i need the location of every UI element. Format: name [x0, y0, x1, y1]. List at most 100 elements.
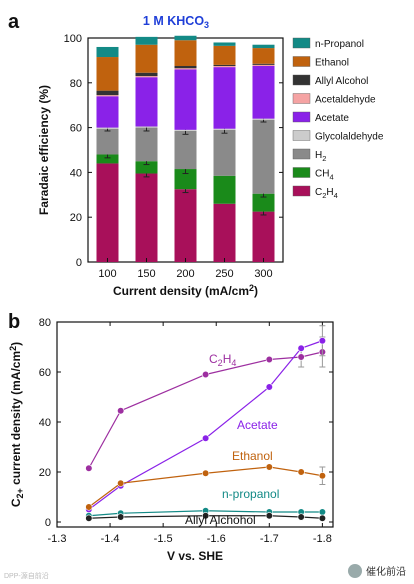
legend-swatch — [292, 167, 311, 178]
watermark-text: 催化前沿 — [366, 567, 406, 578]
x-tick-label: 100 — [98, 268, 116, 280]
data-point — [265, 463, 273, 471]
bar-segment — [213, 129, 236, 176]
legend-swatch — [292, 74, 311, 86]
series-annotation: C2H4 — [209, 352, 236, 368]
data-point — [202, 370, 210, 379]
legend-label: Glycolaldehyde — [315, 132, 384, 143]
x-axis-label: Current density (mA/cm2) — [113, 283, 258, 298]
bar-segment — [96, 95, 119, 97]
bar-segment — [252, 211, 275, 262]
bar-segment — [135, 72, 158, 77]
data-point — [297, 513, 305, 521]
legend-label: Ethanol — [315, 58, 349, 69]
bar-segment — [174, 189, 197, 262]
panel-b-letter: b — [8, 311, 20, 333]
series-annotation: Acetate — [237, 418, 278, 432]
data-point — [297, 353, 305, 361]
legend-label: Allyl Alcohol — [315, 76, 368, 87]
data-point — [117, 407, 125, 415]
bar-segment — [135, 127, 158, 162]
data-point — [318, 508, 326, 516]
bar-segment — [96, 163, 119, 262]
data-point — [265, 355, 273, 364]
bar-segment — [252, 118, 275, 120]
bar-segment — [96, 57, 119, 91]
series-line — [88, 351, 323, 469]
x-tick-label: 300 — [254, 268, 272, 280]
data-point — [202, 434, 210, 442]
chart-a: 0 20 40 60 80 100 100 150 200 250 300 Current densi… — [37, 33, 384, 298]
y-tick-label: 40 — [70, 167, 82, 179]
data-point — [318, 472, 326, 480]
data-point — [297, 344, 305, 352]
data-point — [297, 468, 305, 476]
bar-segment — [135, 76, 158, 78]
bar-segment — [174, 169, 197, 190]
legend-label: CH4 — [315, 169, 334, 182]
legend-swatch — [292, 148, 311, 160]
data-point — [318, 514, 326, 522]
y-axis-label: C2+ current density (mA/cm2) — [8, 342, 25, 507]
data-point — [318, 337, 326, 345]
legend-swatch — [292, 93, 311, 104]
wechat-icon — [348, 563, 362, 578]
y-axis-label: Faradaic efficiency (%) — [37, 85, 51, 215]
legend-swatch — [292, 130, 311, 141]
y-tick-label: 0 — [45, 517, 51, 529]
series-annotation: Ethanol — [232, 449, 273, 463]
data-point — [85, 503, 93, 511]
bar-segment — [174, 40, 197, 66]
y-tick-label: 80 — [70, 78, 82, 90]
x-tick-label: -1.4 — [101, 533, 120, 545]
y-tick-label: 60 — [70, 123, 82, 135]
bar-segment — [174, 68, 197, 70]
legend-label: C2H4 — [315, 187, 338, 200]
x-tick-label: 250 — [215, 268, 233, 280]
series-annotation: n-propanol — [222, 487, 279, 501]
source-note: DPP-源自前沿 — [4, 573, 49, 580]
legend-swatch — [292, 111, 311, 123]
y-tick-label: 80 — [39, 317, 51, 329]
y-tick-label: 40 — [39, 417, 51, 429]
bar-segment — [252, 66, 275, 119]
bar-segment — [213, 128, 236, 130]
bar-segment — [174, 35, 197, 41]
bar-segment — [213, 45, 236, 65]
legend-label: Acetate — [315, 113, 349, 124]
bar-segment — [252, 48, 275, 64]
bar-segment — [135, 173, 158, 262]
bar-segment — [252, 44, 275, 49]
bar-segment — [213, 203, 236, 262]
data-point — [117, 513, 125, 521]
bar-segment — [174, 129, 197, 131]
bar-segment — [252, 63, 275, 65]
bar-segment — [96, 96, 119, 128]
y-tick-label: 100 — [64, 33, 82, 45]
bar-segment — [96, 154, 119, 164]
bar-segment — [96, 128, 119, 155]
legend-label: n-Propanol — [315, 39, 364, 50]
bar-segment — [252, 119, 275, 194]
plot-frame — [56, 321, 334, 528]
bar-segment — [135, 161, 158, 174]
bar-segment — [135, 44, 158, 73]
x-axis-label: V vs. SHE — [167, 549, 223, 563]
data-point — [265, 383, 273, 391]
panel-a-letter: a — [8, 11, 20, 33]
legend-swatch — [292, 37, 311, 49]
bar-segment — [135, 77, 158, 127]
y-tick-label: 20 — [70, 212, 82, 224]
bar-segment — [213, 175, 236, 204]
bar-segment — [135, 126, 158, 128]
bar-segment — [135, 36, 158, 45]
data-point — [85, 464, 93, 472]
bar-segment — [213, 64, 236, 66]
data-point — [265, 512, 273, 520]
x-tick-label: 150 — [137, 268, 155, 280]
x-tick-label: 200 — [176, 268, 194, 280]
bar-segment — [252, 193, 275, 212]
bar-segment — [174, 66, 197, 69]
bar-segment — [96, 127, 119, 129]
